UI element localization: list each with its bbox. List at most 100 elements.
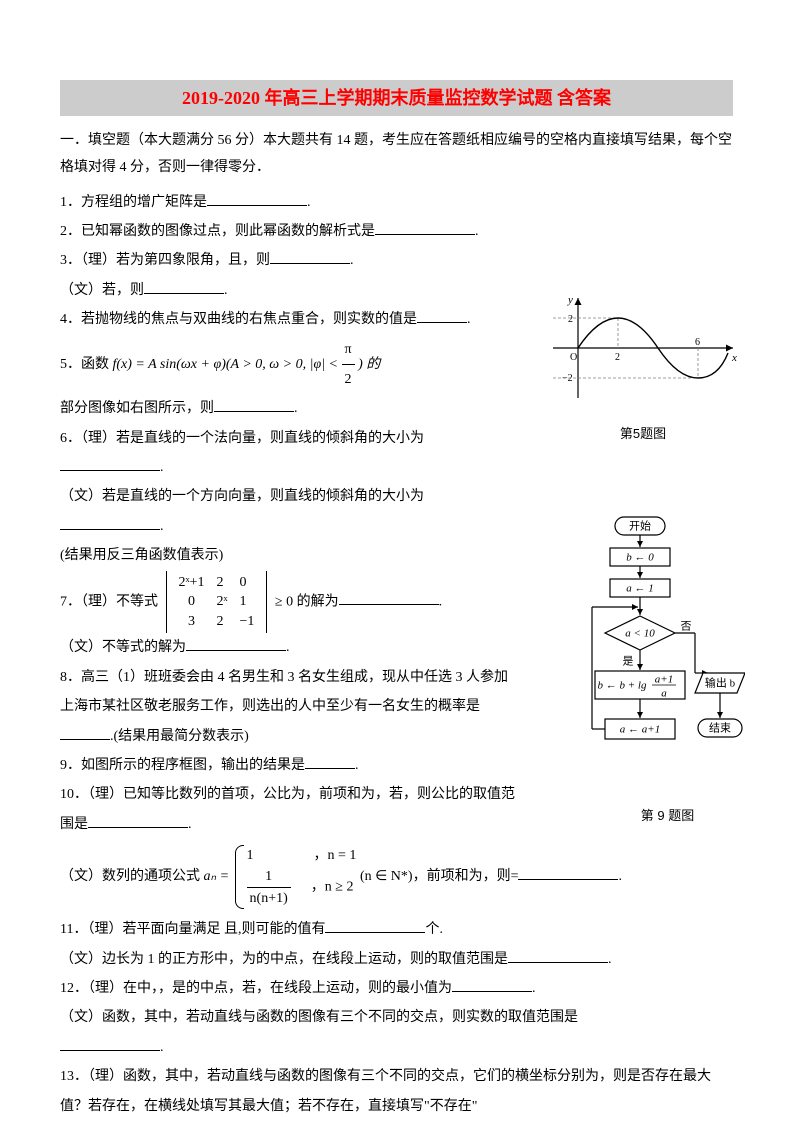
q4-text: 4．若抛物线的焦点与双曲线的右焦点重合，则实数的值是 [60,312,417,327]
pw-frac: 1n(n+1) [247,866,291,909]
q7-li-suffix: ≥ 0 的解为 [275,594,339,609]
ytick-2: 2 [568,314,573,325]
q12-li-text: 12．（理）在中，，是的中点，若，在线段上运动，则的最小值为 [60,981,452,996]
an: aₙ = [204,869,233,884]
pw-r1-l: 1 [247,848,254,863]
blank [88,812,188,828]
q5-prefix: 5．函数 [60,357,113,372]
blank [60,724,110,740]
flow-start-text: 开始 [629,519,651,533]
blank [339,589,439,605]
m21: 0 [188,594,195,609]
flow-s3-den: a [661,688,667,700]
page-title: 2019-2020 年高三上学期期末质量监控数学试题 含答案 [60,80,733,116]
determinant: 2ˣ+120 02ˣ1 32−1 [166,571,268,634]
m23: 1 [240,594,247,609]
q13-li-text: 13．（理）函数，其中，若动直线与函数的图像有三个不同的交点，它们的横坐标分别为… [60,1069,711,1113]
q11-li-end: 个. [425,922,443,937]
blank [417,307,467,323]
no-label: 否 [681,621,692,633]
ytick-neg2: −2 [562,373,573,384]
q3-li: 3．（理）若为第四象限角，且，则. [60,246,733,275]
q7-wen-text: （文）不等式的解为 [60,640,186,655]
q5-line2: 部分图像如右图所示，则. [60,394,520,423]
q12-wen-text: （文）函数，其中，若动直线与函数的图像有三个不同的交点，则实数的取值范围是 [60,1010,578,1025]
yes-label: 是 [623,655,634,668]
q5: 5．函数 f(x) = A sin(ωx + φ)(A > 0, ω > 0, … [60,335,520,395]
flowchart-svg: 开始 b ← 0 a ← 1 a < 10 是 否 b ← b + lg a+1… [590,515,745,795]
q7-wen: （文）不等式的解为. [60,633,520,662]
blank [508,947,608,963]
blank [375,219,475,235]
q11-wen: （文）边长为 1 的正方形中，为的中点，在线段上运动，则的取值范围是. [60,945,733,974]
blank [325,917,425,933]
q5-l2-text: 部分图像如右图所示，则 [60,401,214,416]
pi: π [342,335,355,365]
y-label: y [567,294,573,306]
sine-chart-figure: x y O 2 −2 2 6 第5题图 [548,293,738,413]
xtick-2: 2 [615,352,620,363]
q6-wen: （文）若是直线的一个方向向量，则直线的倾斜角的大小为. [60,482,520,541]
section-header: 一．填空题（本大题满分 56 分）本大题共有 14 题，考生应在答题纸相应编号的… [60,128,733,181]
q12-wen: （文）函数，其中，若动直线与函数的图像有三个不同的交点，则实数的取值范围是. [60,1003,733,1062]
blank [518,864,618,880]
m32: 2 [216,614,223,629]
pw-n: 1 [247,866,291,888]
flow-end-text: 结束 [709,722,731,735]
q11-li: 11．（理）若平面向量满足 且,则可能的值有 个. [60,915,733,944]
q9: 9．如图所示的程序框图，输出的结果是. [60,751,520,780]
blank [452,976,532,992]
flow-s3-num: a+1 [655,674,673,686]
sine-caption: 第5题图 [548,422,738,445]
q7-li-prefix: 7．（理）不等式 [60,594,158,609]
flow-cond-text: a < 10 [625,628,655,640]
flowchart-figure: 开始 b ← 0 a ← 1 a < 10 是 否 b ← b + lg a+1… [590,515,745,815]
blank [60,514,160,530]
blank [207,190,307,206]
q8-note: .(结果用最简分数表示) [110,729,249,744]
q2: 2．已知幂函数的图像过点，则此幂函数的解析式是. [60,217,733,246]
q11-li-text: 11．（理）若平面向量满足 且,则可能的值有 [60,922,325,937]
two: 2 [342,365,355,394]
flow-s4-text: a ← a+1 [620,724,660,736]
q6-li-text: 6．（理）若是直线的一个法向量，则直线的倾斜角的大小为 [60,431,424,446]
q1-text: 1．方程组的增广矩阵是 [60,195,207,210]
m13: 0 [240,575,247,590]
pw-d: n(n+1) [247,888,291,909]
flow-s2-text: a ← 1 [626,583,654,595]
q6-li: 6．（理）若是直线的一个法向量，则直线的倾斜角的大小为. [60,424,520,483]
sine-chart-svg: x y O 2 −2 2 6 [548,293,738,413]
m22: 2ˣ [216,594,227,609]
blank [144,278,224,294]
q7-li: 7．（理）不等式 2ˣ+120 02ˣ1 32−1 ≥ 0 的解为. [60,571,520,634]
q3-wen-text: （文）若，则 [60,283,144,298]
q9-text: 9．如图所示的程序框图，输出的结果是 [60,758,305,773]
q11-wen-text: （文）边长为 1 的正方形中，为的中点，在线段上运动，则的取值范围是 [60,952,508,967]
m33: −1 [240,614,255,629]
pw-r1-r: ，n = 1 [314,848,357,863]
origin-label: O [570,352,577,363]
flowchart-caption: 第 9 题图 [590,804,745,827]
q5-formula: f(x) = A sin(ωx + φ)(A > 0, ω > 0, |φ| < [113,357,342,372]
blank [60,455,160,471]
q8-text: 8．高三（1）班班委会由 4 名男生和 3 名女生组成，现从中任选 3 人参加上… [60,670,508,714]
q8: 8．高三（1）班班委会由 4 名男生和 3 名女生组成，现从中任选 3 人参加上… [60,663,520,751]
q10-wen-mid: (n ∈ N*)，前项和为，则= [360,869,519,884]
x-label: x [731,352,737,364]
q3-li-text: 3．（理）若为第四象限角，且，则 [60,253,270,268]
xtick-6: 6 [695,337,700,348]
flow-s1-text: b ← 0 [626,552,654,564]
q10-li: 10．（理）已知等比数列的首项，公比为，前项和为，若，则公比的取值范围是. [60,780,520,839]
q10-wen-prefix: （文）数列的通项公式 [60,869,200,884]
blank [60,1035,160,1051]
q13-li: 13．（理）函数，其中，若动直线与函数的图像有三个不同的交点，它们的横坐标分别为… [60,1062,733,1121]
pi-over-2: π2 [342,335,355,395]
blank [305,753,355,769]
pw-r2-r: ，n ≥ 2 [311,880,354,895]
flow-s3-left: b ← b + lg [598,680,647,692]
q5-formula-end: ) 的 [358,357,380,372]
q2-text: 2．已知幂函数的图像过点，则此幂函数的解析式是 [60,224,375,239]
flow-out-text: 输出 b [705,676,736,690]
blank [186,635,286,651]
blank [214,396,294,412]
